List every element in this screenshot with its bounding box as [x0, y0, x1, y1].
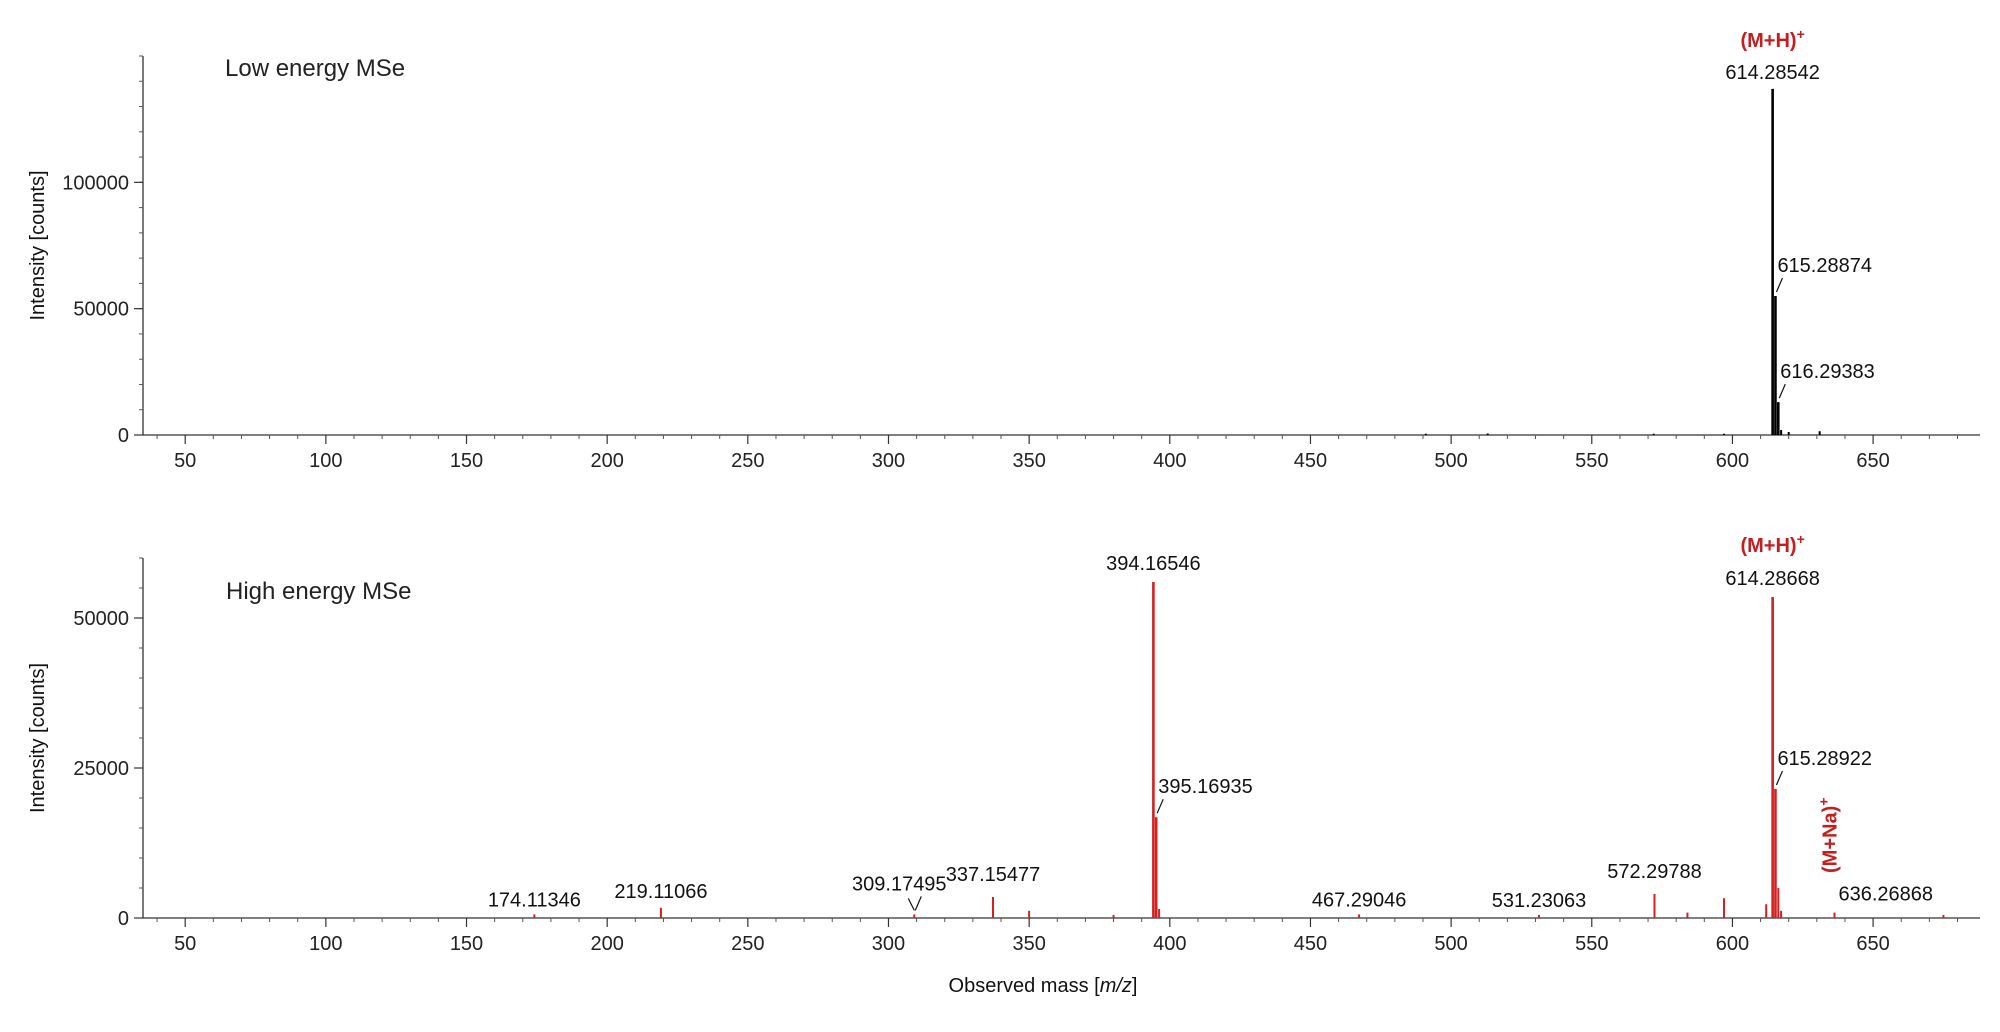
peak-label-leader: [1156, 798, 1164, 814]
x-tick-label: 650: [1856, 450, 1889, 472]
y-axis-title: Intensity [counts]: [27, 170, 49, 320]
x-tick-label: 200: [590, 933, 623, 955]
low-energy-panel: Low energy MSe Intensity [counts] 50 100 150…: [27, 26, 1980, 472]
y-tick-label: 50000: [73, 608, 129, 630]
x-tick-label: 500: [1434, 450, 1467, 472]
x-tick-label: 250: [731, 450, 764, 472]
peak-label: 394.16546: [1106, 553, 1201, 575]
peak-label-leader: [1778, 383, 1786, 399]
x-tick-label: 350: [1012, 933, 1045, 955]
x-tick-label: 550: [1575, 933, 1608, 955]
x-axis-title: Observed mass [m/z]: [949, 975, 1138, 997]
y-tick-label: 100000: [62, 172, 129, 194]
x-tick-label: 100: [309, 450, 342, 472]
x-tick-label: 550: [1575, 450, 1608, 472]
x-tick-label: 650: [1856, 933, 1889, 955]
peak-label: 572.29788: [1607, 861, 1702, 883]
peak-label: 614.28542: [1725, 62, 1820, 84]
x-axis-title-end: ]: [1132, 975, 1138, 997]
panel-title: High energy MSe: [226, 578, 411, 605]
ion-label-charge: +: [1797, 531, 1805, 547]
peak-label: 615.28922: [1777, 748, 1872, 770]
x-tick-label: 100: [309, 933, 342, 955]
x-tick-label: 600: [1716, 933, 1749, 955]
peak-label: 467.29046: [1312, 889, 1407, 911]
x-axis-title-main: Observed mass [: [949, 975, 1101, 997]
x-tick-label: 400: [1153, 933, 1186, 955]
ion-label-main: (M+Na): [1819, 806, 1841, 873]
x-tick-label: 250: [731, 933, 764, 955]
panel-title: Low energy MSe: [225, 55, 405, 82]
ion-label-main: (M+H): [1740, 30, 1796, 52]
ion-label: (M+H)+: [1740, 531, 1804, 557]
x-tick-label: 500: [1434, 933, 1467, 955]
x-tick-label: 50: [174, 450, 196, 472]
y-axis-title: Intensity [counts]: [27, 663, 49, 813]
x-tick-label: 400: [1153, 450, 1186, 472]
x-tick-label: 350: [1012, 450, 1045, 472]
x-tick-label: 150: [450, 450, 483, 472]
ion-label-main: (M+H): [1740, 535, 1796, 557]
peak-label: 615.28874: [1777, 255, 1872, 277]
x-axis-title-italic: m/z: [1100, 975, 1132, 997]
x-tick-label: 600: [1716, 450, 1749, 472]
peak-label: 309.17495: [852, 873, 947, 895]
x-tick-label: 300: [872, 450, 905, 472]
peak-label-leader: [1775, 277, 1784, 293]
peak-label: 616.29383: [1780, 361, 1875, 383]
x-tick-label: 450: [1294, 933, 1327, 955]
peak-label-leader: [914, 896, 922, 911]
peak-label: 337.15477: [946, 864, 1041, 886]
peak-label: 174.11346: [488, 889, 581, 911]
peak-label: 636.26868: [1838, 884, 1933, 906]
x-tick-label: 150: [450, 933, 483, 955]
high-energy-panel: High energy MSe Intensity [counts] 50 100 15…: [27, 531, 1980, 955]
y-tick-label: 25000: [73, 758, 129, 780]
ion-label-charge: +: [1815, 798, 1831, 806]
y-tick-label: 50000: [73, 299, 129, 321]
x-tick-label: 50: [174, 933, 196, 955]
x-tick-label: 200: [590, 450, 623, 472]
x-tick-label: 300: [872, 933, 905, 955]
y-tick-label: 0: [118, 908, 129, 930]
peak-label: 614.28668: [1725, 568, 1820, 590]
x-tick-label: 450: [1294, 450, 1327, 472]
ion-label: (M+H)+: [1740, 26, 1804, 52]
peak-label: 219.11066: [614, 881, 707, 903]
peak-label-leader: [907, 898, 915, 911]
ion-label-charge: +: [1797, 26, 1805, 42]
peak-label: 395.16935: [1158, 776, 1253, 798]
y-tick-label: 0: [118, 425, 129, 447]
ion-label: (M+Na)+: [1815, 798, 1841, 873]
peak-label-leader: [1775, 770, 1784, 786]
peak-label: 531.23063: [1492, 890, 1587, 912]
